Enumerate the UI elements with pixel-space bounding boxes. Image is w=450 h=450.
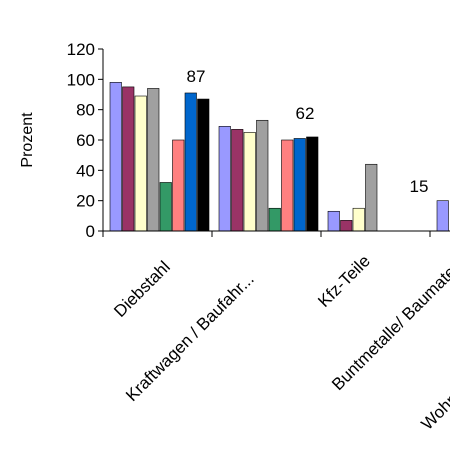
category-label: Wohnu [418, 382, 450, 433]
y-tick-label: 80 [76, 101, 95, 120]
bar [281, 139, 294, 232]
bar [352, 207, 365, 232]
bar [256, 119, 269, 232]
y-axis-label: Prozent [19, 112, 36, 168]
x-axis [102, 230, 450, 237]
bar [159, 182, 172, 232]
y-tick-label: 0 [86, 222, 95, 241]
bar [268, 207, 281, 232]
bar [122, 86, 135, 232]
y-tick-label: 120 [67, 40, 95, 59]
bar [243, 132, 256, 232]
category-label: Kfz-Teile [314, 251, 374, 311]
bar [218, 126, 231, 232]
bar [365, 163, 378, 232]
bar [306, 136, 319, 232]
bar [231, 129, 244, 232]
bar [134, 95, 147, 232]
data-label: 15 [410, 177, 429, 196]
category-label: Diebstahl [110, 257, 174, 321]
bar [197, 98, 210, 232]
bar [327, 210, 340, 232]
data-label: 87 [187, 67, 206, 86]
bar [293, 138, 306, 232]
plot-area [109, 82, 449, 232]
bar [109, 82, 122, 232]
y-tick-label: 100 [67, 70, 95, 89]
y-axis: 0 20 40 60 80 100 120 [67, 40, 104, 241]
data-label: 62 [296, 104, 315, 123]
bar [147, 88, 160, 232]
bar [172, 139, 185, 232]
y-tick-label: 60 [76, 131, 95, 150]
y-tick-label: 20 [76, 192, 95, 211]
bar [436, 200, 449, 232]
data-labels: 87 62 15 [187, 67, 429, 196]
bar [184, 92, 197, 232]
y-tick-label: 40 [76, 161, 95, 180]
bar [340, 220, 353, 232]
